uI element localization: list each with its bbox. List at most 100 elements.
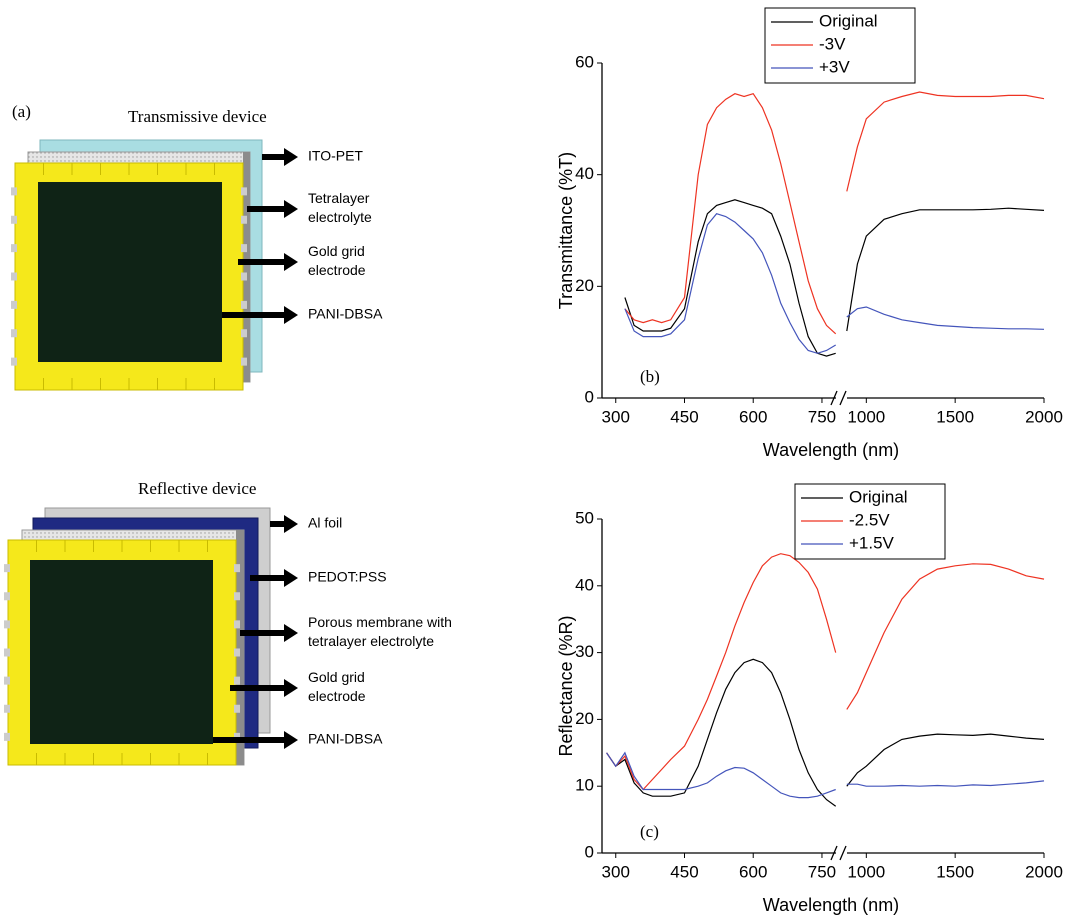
axis-break xyxy=(839,390,847,406)
x-tick-label: 750 xyxy=(808,407,836,426)
series-line xyxy=(846,306,1045,330)
arrow-head xyxy=(284,569,298,587)
series-line xyxy=(606,658,837,807)
grid-notch xyxy=(241,329,247,338)
arrow-shaft xyxy=(247,206,286,212)
grid-notch xyxy=(11,244,17,253)
grid-notch xyxy=(241,215,247,224)
layer-label: Al foil xyxy=(308,515,342,531)
layer-label: electrode xyxy=(308,688,366,704)
layer-label: electrolyte xyxy=(308,209,372,225)
y-tick-label: 40 xyxy=(575,575,594,594)
arrow-head xyxy=(284,731,298,749)
grid-notch xyxy=(4,732,10,741)
series-line xyxy=(624,92,837,335)
grid-notch xyxy=(4,676,10,685)
y-tick-label: 30 xyxy=(575,642,594,661)
arrow-head xyxy=(284,200,298,218)
legend-label: -2.5V xyxy=(849,510,890,529)
axis-break xyxy=(830,845,838,861)
series-line xyxy=(846,733,1045,787)
grid-notch xyxy=(11,329,17,338)
y-tick-label: 60 xyxy=(575,52,594,71)
grid-notch xyxy=(11,300,17,309)
layer-label: Gold grid xyxy=(308,243,365,259)
x-tick-label: 1000 xyxy=(847,407,885,426)
arrow-shaft xyxy=(240,630,286,636)
grid-notch xyxy=(234,676,240,685)
grid-notch xyxy=(11,357,17,366)
y-axis-label: Reflectance (%R) xyxy=(556,615,576,756)
grid-notch xyxy=(4,564,10,573)
legend-label: -3V xyxy=(819,34,846,53)
grid-notch xyxy=(4,592,10,601)
x-tick-label: 1500 xyxy=(936,862,974,881)
reflective-diagram xyxy=(7,507,271,766)
legend-label: Original xyxy=(849,487,908,506)
arrow-head xyxy=(284,515,298,533)
x-tick-label: 750 xyxy=(808,862,836,881)
arrow-shaft xyxy=(213,737,286,743)
arrow-head xyxy=(284,624,298,642)
arrow-shaft xyxy=(250,575,286,581)
series-line xyxy=(846,563,1045,710)
arrow-shaft xyxy=(230,685,286,691)
grid-notch xyxy=(241,272,247,281)
layer-label: PANI-DBSA xyxy=(308,306,383,322)
layer-label: ITO-PET xyxy=(308,148,363,164)
y-tick-label: 50 xyxy=(575,508,594,527)
arrow-shaft xyxy=(238,259,286,265)
x-tick-label: 450 xyxy=(670,862,698,881)
grid-notch xyxy=(241,187,247,196)
axis-break xyxy=(830,390,838,406)
layer-label: Gold grid xyxy=(308,669,365,685)
y-tick-label: 10 xyxy=(575,776,594,795)
grid-notch xyxy=(11,187,17,196)
grid-notch xyxy=(241,244,247,253)
grid-notch xyxy=(234,648,240,657)
y-tick-label: 20 xyxy=(575,709,594,728)
x-tick-label: 300 xyxy=(602,862,630,881)
panel-label: (b) xyxy=(640,367,660,386)
diagram-title: Reflective device xyxy=(138,479,256,498)
layer-label: electrode xyxy=(308,262,366,278)
series-line xyxy=(606,751,836,799)
x-tick-label: 600 xyxy=(739,407,767,426)
x-axis-label: Wavelength (nm) xyxy=(763,895,899,915)
pani-film xyxy=(38,182,222,362)
layer-label: Tetralayer xyxy=(308,190,370,206)
grid-notch xyxy=(234,620,240,629)
legend-label: Original xyxy=(819,11,878,30)
grid-notch xyxy=(11,272,17,281)
electrolyte-edge xyxy=(243,152,250,382)
x-tick-label: 600 xyxy=(739,862,767,881)
arrow-shaft xyxy=(262,154,286,160)
x-tick-label: 1500 xyxy=(936,407,974,426)
arrow-head xyxy=(284,679,298,697)
arrow-head xyxy=(284,148,298,166)
membrane-edge xyxy=(236,530,244,765)
diagram-title: Transmissive device xyxy=(128,107,267,126)
x-tick-label: 1000 xyxy=(847,862,885,881)
x-tick-label: 450 xyxy=(670,407,698,426)
legend-label: +3V xyxy=(819,57,850,76)
grid-notch xyxy=(11,215,17,224)
layer-label: tetralayer electrolyte xyxy=(308,633,434,649)
pani-film xyxy=(30,560,213,744)
grid-notch xyxy=(234,592,240,601)
panel-label: (c) xyxy=(640,822,659,841)
layer-label: PANI-DBSA xyxy=(308,731,383,747)
series-line xyxy=(846,780,1045,787)
y-axis-label: Transmittance (%T) xyxy=(556,152,576,309)
x-tick-label: 2000 xyxy=(1025,407,1063,426)
grid-notch xyxy=(234,704,240,713)
grid-notch xyxy=(241,300,247,309)
x-axis-label: Wavelength (nm) xyxy=(763,440,899,460)
y-tick-label: 40 xyxy=(575,164,594,183)
panel-label: (a) xyxy=(12,102,31,121)
series-line xyxy=(624,213,837,354)
y-tick-label: 0 xyxy=(585,387,594,406)
arrow-head xyxy=(284,306,298,324)
grid-notch xyxy=(4,620,10,629)
